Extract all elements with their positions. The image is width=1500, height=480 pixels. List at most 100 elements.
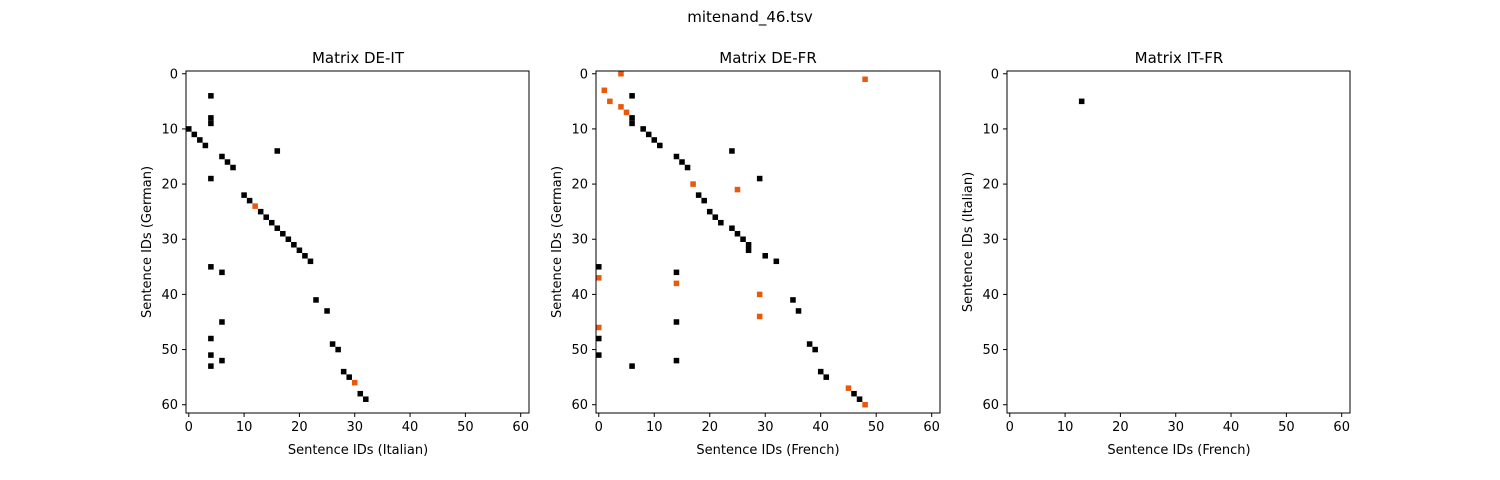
alignment-cell-orange (756, 291, 763, 298)
alignment-cell-black (640, 126, 646, 132)
alignment-cell-black (1078, 98, 1085, 105)
y-tick-label: 30 (571, 233, 588, 248)
alignment-cell-black (629, 115, 635, 121)
alignment-cell-black (629, 93, 635, 99)
alignment-cell-black (629, 120, 635, 127)
alignment-cell-black (285, 236, 292, 242)
alignment-cell-black (296, 247, 303, 254)
alignment-cell-black (186, 126, 192, 132)
alignment-cell-black (202, 142, 209, 149)
y-tick-label: 40 (161, 288, 178, 303)
x-axis-label: Sentence IDs (Italian) (288, 443, 428, 458)
alignment-cell-black (712, 214, 719, 220)
alignment-cell-orange (252, 203, 258, 209)
x-tick-label: 60 (512, 420, 529, 435)
plot-frame (1006, 70, 1351, 414)
alignment-cell-orange (673, 280, 680, 287)
y-tick-label: 10 (982, 122, 999, 137)
y-tick-label: 20 (982, 178, 999, 193)
alignment-cell-black (684, 164, 691, 171)
panel-title: Matrix IT-FR (1135, 49, 1224, 67)
alignment-cell-black (790, 297, 796, 303)
alignment-cell-black (268, 219, 275, 226)
alignment-cell-black (773, 258, 780, 265)
y-axis-label: Sentence IDs (Italian) (961, 172, 976, 312)
alignment-cell-black (291, 242, 297, 248)
alignment-cell-black (208, 115, 214, 121)
x-tick-label: 50 (457, 420, 474, 435)
y-tick-label: 20 (571, 178, 588, 193)
x-axis-label: Sentence IDs (French) (696, 443, 839, 458)
alignment-cell-black (645, 131, 652, 138)
x-tick-label: 20 (701, 420, 718, 435)
alignment-cell-orange (845, 385, 852, 391)
alignment-cell-black (812, 346, 818, 353)
y-tick-label: 20 (161, 178, 178, 193)
y-tick-label: 30 (161, 233, 178, 248)
alignment-cell-black (718, 219, 724, 226)
x-tick-label: 0 (595, 420, 603, 435)
alignment-cell-black (208, 264, 214, 270)
alignment-cell-black (706, 208, 713, 215)
alignment-cell-black (762, 253, 768, 259)
panel-it-fr: Matrix IT-FR Sentence IDs (French) Sente… (961, 49, 1351, 458)
alignment-cell-black (263, 214, 269, 220)
x-tick-label: 50 (1278, 420, 1295, 435)
alignment-cell-orange (596, 324, 602, 331)
plot-area (1007, 71, 1350, 413)
y-tick-label: 60 (571, 398, 588, 413)
alignment-cell-black (219, 357, 225, 364)
alignment-cell-orange (351, 379, 358, 386)
x-tick-label: 0 (1006, 420, 1014, 435)
alignment-cell-black (679, 159, 685, 165)
alignment-cell-black (596, 352, 602, 358)
y-tick-label: 60 (161, 398, 178, 413)
y-tick-label: 10 (571, 122, 588, 137)
y-tick-label: 30 (982, 233, 999, 248)
alignment-cell-black (673, 319, 680, 325)
alignment-cell-black (219, 269, 225, 276)
alignment-cell-black (280, 230, 286, 237)
alignment-cell-orange (618, 71, 624, 77)
alignment-cell-black (307, 258, 314, 265)
alignment-cell-black (740, 236, 746, 242)
alignment-cell-orange (607, 98, 613, 105)
alignment-cell-black (817, 368, 824, 375)
alignment-cell-black (795, 308, 802, 314)
panel-de-fr: Matrix DE-FR Sentence IDs (French) Sente… (550, 49, 941, 458)
alignment-cell-orange (618, 104, 624, 110)
plot-area (596, 71, 940, 413)
y-tick-label: 40 (571, 288, 588, 303)
alignment-cell-black (729, 148, 735, 154)
x-tick-label: 40 (812, 420, 829, 435)
y-tick-label: 50 (982, 343, 999, 358)
alignment-cell-black (596, 335, 602, 342)
alignment-cell-black (208, 352, 214, 358)
x-axis-label: Sentence IDs (French) (1107, 443, 1250, 458)
alignment-cell-black (274, 148, 281, 154)
alignment-cell-black (673, 153, 680, 160)
alignment-cell-black (745, 247, 752, 254)
alignment-cell-black (701, 197, 707, 204)
alignment-cell-black (651, 137, 658, 143)
alignment-cell-orange (623, 109, 630, 116)
x-tick-label: 50 (868, 420, 885, 435)
alignment-cell-orange (734, 186, 741, 193)
x-tick-label: 40 (402, 420, 419, 435)
alignment-cell-black (335, 346, 341, 353)
alignment-cell-orange (601, 87, 608, 94)
alignment-cell-black (313, 297, 319, 303)
y-axis-label: Sentence IDs (German) (140, 166, 155, 318)
y-tick-label: 0 (580, 67, 588, 82)
alignment-cell-orange (756, 313, 763, 320)
alignment-cell-black (246, 197, 253, 204)
alignment-cell-black (357, 390, 364, 397)
y-tick-label: 60 (982, 398, 999, 413)
alignment-cell-black (806, 341, 813, 347)
alignment-cell-black (657, 142, 663, 149)
alignment-cell-black (191, 131, 198, 138)
x-tick-label: 40 (1223, 420, 1240, 435)
alignment-cell-orange (596, 275, 602, 281)
x-tick-label: 30 (757, 420, 774, 435)
x-tick-label: 10 (646, 420, 663, 435)
